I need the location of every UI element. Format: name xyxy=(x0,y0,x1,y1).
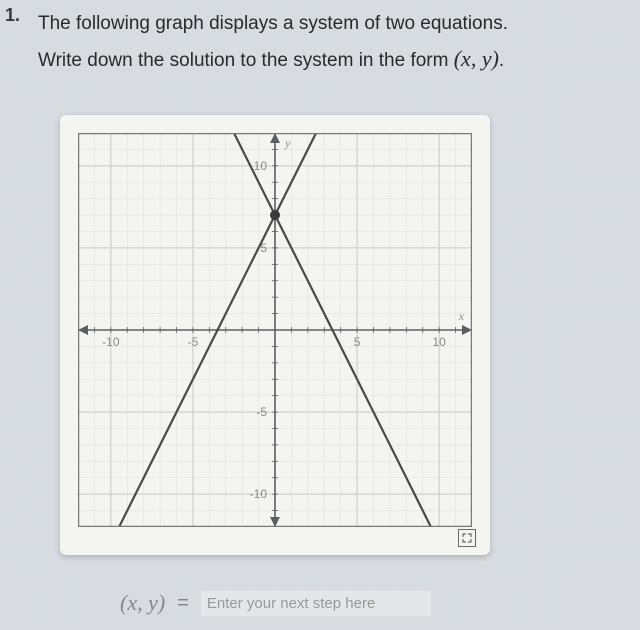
answer-row: (x, y) = xyxy=(120,590,431,616)
question-line2-prefix: Write down the solution to the system in… xyxy=(38,50,454,71)
answer-equals: = xyxy=(177,592,189,615)
svg-text:y: y xyxy=(284,136,291,150)
question-number: 1. xyxy=(5,5,20,26)
graph-card: -10-5510-10-5510xy xyxy=(60,115,490,555)
svg-text:-5: -5 xyxy=(188,335,199,349)
coordinate-graph: -10-5510-10-5510xy xyxy=(78,133,472,527)
expand-icon xyxy=(462,533,472,543)
question-text: The following graph displays a system of… xyxy=(38,8,620,78)
question-line2-suffix: . xyxy=(499,50,504,71)
svg-text:10: 10 xyxy=(254,159,268,173)
svg-text:10: 10 xyxy=(432,335,446,349)
answer-input[interactable] xyxy=(201,591,431,616)
svg-text:5: 5 xyxy=(354,335,361,349)
pair-notation: (x, y) xyxy=(454,46,499,71)
svg-text:x: x xyxy=(458,309,465,323)
svg-text:-5: -5 xyxy=(256,405,267,419)
question-line1: The following graph displays a system of… xyxy=(38,8,620,40)
svg-text:-10: -10 xyxy=(250,487,268,501)
expand-button[interactable] xyxy=(458,529,476,547)
question-line2: Write down the solution to the system in… xyxy=(38,40,620,77)
answer-label: (x, y) xyxy=(120,590,165,616)
svg-text:-10: -10 xyxy=(102,335,120,349)
